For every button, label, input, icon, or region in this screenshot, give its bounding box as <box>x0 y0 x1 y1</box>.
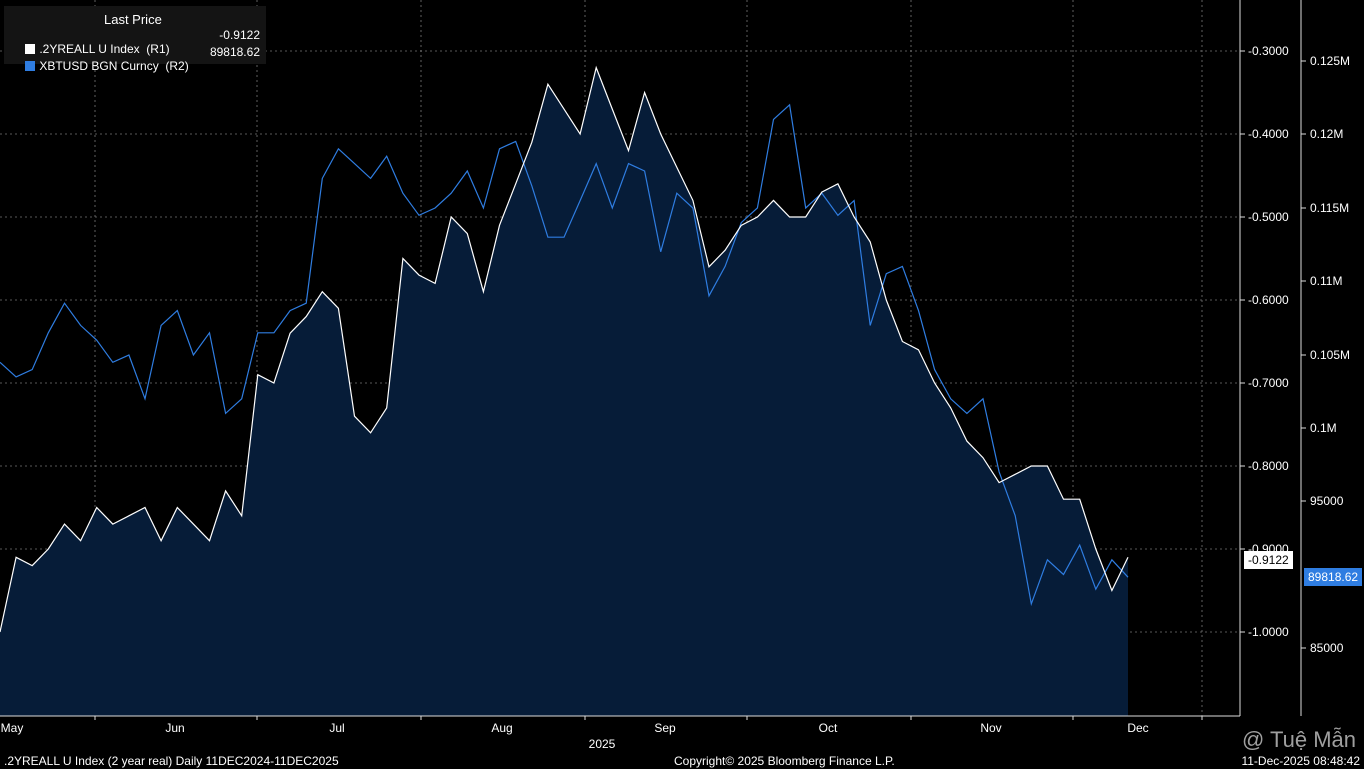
r2-tick-label: 95000 <box>1310 494 1344 508</box>
r2-tick-label: 0.115M <box>1310 201 1349 215</box>
footer-right: 11-Dec-2025 08:48:42 <box>1241 754 1360 768</box>
r1-last-value-tag: -0.9122 <box>1244 551 1293 569</box>
x-year-label: 2025 <box>589 737 616 751</box>
watermark: @ Tuệ Mẫn <box>1241 727 1356 752</box>
r2-tick-label: 0.105M <box>1310 348 1350 362</box>
r1-tick-label: -0.7000 <box>1248 376 1289 390</box>
x-axis-ticks: May Jun Jul Aug Sep Oct Nov Dec 2025 <box>1 716 1203 751</box>
r2-axis-ticks: 0.125M 0.12M 0.115M 0.11M 0.105M 0.1M 95000 850… <box>1301 54 1350 655</box>
legend-value: -0.9122 <box>219 28 260 42</box>
r2-tick-label: 0.11M <box>1310 274 1342 288</box>
x-tick-label: Sep <box>654 721 676 735</box>
legend-label: XBTUSD BGN Curncy (R2) <box>39 59 189 73</box>
r1-tick-label: -0.5000 <box>1248 210 1289 224</box>
r1-tick-label: -0.3000 <box>1248 44 1289 58</box>
r2-tick-label: 0.1M <box>1310 421 1337 435</box>
r2-last-value-tag: 89818.62 <box>1304 568 1363 586</box>
x-tick-label: Aug <box>491 721 512 735</box>
x-tick-label: May <box>1 721 24 735</box>
series-area-2yreall <box>0 67 1128 717</box>
legend-value: 89818.62 <box>209 45 260 59</box>
r1-tick-label: -0.4000 <box>1248 127 1289 141</box>
footer-left: .2YREALL U Index (2 year real) Daily 11D… <box>4 754 339 768</box>
x-tick-label: Oct <box>819 721 838 735</box>
r1-tick-label: -0.6000 <box>1248 293 1289 307</box>
r1-tick-label: -1.0000 <box>1248 625 1289 639</box>
x-tick-label: Nov <box>980 721 1001 735</box>
legend-header: Last Price <box>104 12 162 27</box>
series-line-xbtusd <box>0 103 1129 607</box>
x-tick-label: Jul <box>329 721 344 735</box>
series-line-2yreall <box>0 65 1129 633</box>
legend-row-xbtusd: XBTUSD BGN Curncy (R2) <box>12 45 189 87</box>
legend: Last Price .2YREALL U Index (R1) -0.9122… <box>4 6 266 73</box>
r1-tick-label: -0.8000 <box>1248 459 1289 473</box>
r2-tick-label: 0.125M <box>1310 54 1350 68</box>
r2-tick-label: 85000 <box>1310 641 1344 655</box>
legend-label: .2YREALL U Index (R1) <box>39 42 170 56</box>
x-tick-label: Jun <box>165 721 184 735</box>
x-tick-label: Dec <box>1127 721 1148 735</box>
footer-center: Copyright© 2025 Bloomberg Finance L.P. <box>674 754 895 768</box>
r2-tick-label: 0.12M <box>1310 127 1343 141</box>
axes <box>0 0 1302 717</box>
legend-swatch-blue <box>25 61 36 71</box>
legend-swatch-white <box>25 44 36 54</box>
legend-row-2yreall: .2YREALL U Index (R1) <box>12 28 170 70</box>
r1-axis-ticks: -0.3000 -0.4000 -0.5000 -0.6000 -0.7000 -0.80… <box>1240 44 1289 639</box>
